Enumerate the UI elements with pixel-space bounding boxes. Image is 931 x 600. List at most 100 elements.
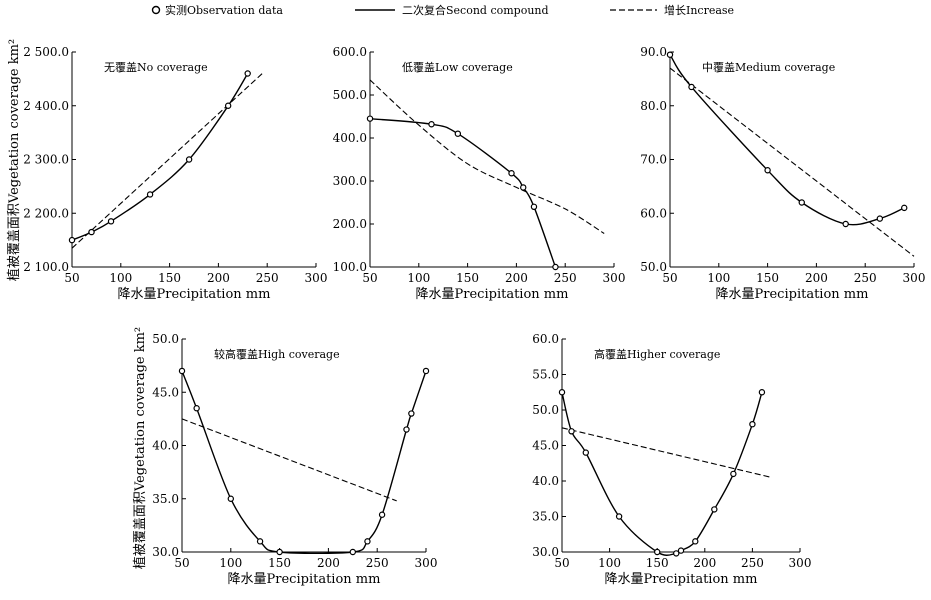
y-tick-label: 50.0 [640,260,667,274]
y-tick-label: 80.0 [640,99,667,113]
x-tick-label: 100 [109,271,132,285]
legend-increase-label: 增长Increase [664,3,734,17]
y-tick-label: 2 400.0 [23,99,69,113]
x-axis-label: 降水量Precipitation mm [605,572,758,587]
series-increase-line [669,67,915,257]
x-tick-label: 150 [456,271,479,285]
y-tick-label: 500.0 [333,88,367,102]
series-second-compound-line [181,370,427,555]
observation-point [185,156,193,163]
observation-point [193,405,200,412]
y-tick-label: 45.0 [152,385,179,399]
x-axis-label: 降水量Precipitation mm [118,287,271,302]
legend: 实测Observation data 二次复合Second compound 增… [151,3,734,17]
y-tick-label: 300.0 [333,174,367,188]
x-tick-label: 150 [158,271,181,285]
observation-point [403,426,410,433]
y-axis-label-bottom: 植被覆盖面积Vegetation coverage km² [133,327,148,569]
x-tick-label: 300 [903,271,926,285]
x-tick-label: 150 [268,556,291,570]
x-axis-label: 降水量Precipitation mm [716,287,869,302]
x-tick-label: 150 [756,271,779,285]
observation-point [88,228,95,236]
observation-point [276,548,283,556]
x-tick-label: 50 [662,271,677,285]
observation-point [224,102,232,109]
y-tick-label: 50.0 [532,403,559,417]
observation-point [364,538,371,545]
observation-point [730,470,737,478]
observation-point [408,410,415,417]
series-second-compound-line [71,73,249,241]
panel-title: 高覆盖Higher coverage [594,347,720,361]
observation-point [244,70,251,77]
y-axis-label-top: 植被覆盖面积Vegetation coverage km² [7,39,22,281]
y-tick-label: 45.0 [532,439,559,453]
x-tick-label: 300 [415,556,438,570]
x-axis-label: 降水量Precipitation mm [228,572,381,587]
observation-point [508,170,515,177]
chart-panel-5: 50 100 150 200 250 300 30.0 35.0 40.0 45.0 50.0 55.… [532,332,811,587]
observation-point [666,51,674,58]
observation-point [454,130,462,137]
y-tick-label: 30.0 [152,545,179,559]
y-tick-label: 2 200.0 [23,206,69,220]
panel-title: 较高覆盖High coverage [214,347,340,361]
x-tick-label: 200 [207,271,230,285]
observation-point [530,203,538,210]
y-tick-label: 400.0 [333,131,367,145]
y-tick-label: 55.0 [532,368,559,382]
observation-point [178,367,186,375]
y-tick-label: 90.0 [640,45,667,59]
y-tick-label: 2 500.0 [23,45,69,59]
observation-point [107,218,115,225]
observation-point [876,215,884,222]
series-increase-line [561,427,772,478]
y-tick-label: 600.0 [333,45,367,59]
observation-point [798,199,805,206]
observation-point [68,236,76,244]
observation-point [673,550,680,557]
series-increase-line [369,79,605,234]
series-increase-line [181,418,397,502]
y-tick-label: 40.0 [152,439,179,453]
x-tick-label: 100 [407,271,430,285]
series-increase-line [71,73,263,249]
y-tick-label: 100.0 [333,260,367,274]
y-tick-label: 35.0 [152,492,179,506]
observation-point [552,263,559,271]
chart-panel-3: 50 100 150 200 250 300 50.0 60.0 70.0 80.0 90.0 中覆盖… [640,45,925,302]
observation-point [227,495,234,502]
chart-panel-4: 50 100 150 200 250 300 30.0 35.0 40.0 45.0 50.0 较高覆… [152,332,437,587]
x-tick-label: 300 [789,556,812,570]
observation-point [520,184,527,191]
x-tick-label: 200 [693,556,716,570]
x-tick-label: 50 [64,271,79,285]
observation-point [758,389,766,396]
observation-point [764,167,771,174]
x-tick-label: 200 [505,271,528,285]
x-tick-label: 250 [854,271,877,285]
x-tick-label: 100 [707,271,730,285]
chart-panel-2: 50 100 150 200 250 300 100.0 200.0 300.0 400.0 500… [333,45,626,302]
observation-point [688,83,695,91]
x-tick-label: 200 [805,271,828,285]
observation-point [568,428,575,435]
x-tick-label: 250 [741,556,764,570]
x-tick-label: 250 [554,271,577,285]
observation-point [615,513,623,520]
x-tick-label: 100 [219,556,242,570]
y-tick-label: 30.0 [532,545,559,559]
observation-point [582,449,590,456]
observation-point [842,220,849,228]
x-axis-label: 降水量Precipitation mm [416,287,569,302]
observation-point [349,548,356,556]
observation-point [378,511,386,518]
y-tick-label: 60.0 [640,206,667,220]
x-tick-label: 100 [598,556,621,570]
observation-point [749,421,756,428]
legend-observation-marker [151,5,161,15]
observation-point [692,538,699,545]
legend-observation-label: 实测Observation data [165,3,283,17]
